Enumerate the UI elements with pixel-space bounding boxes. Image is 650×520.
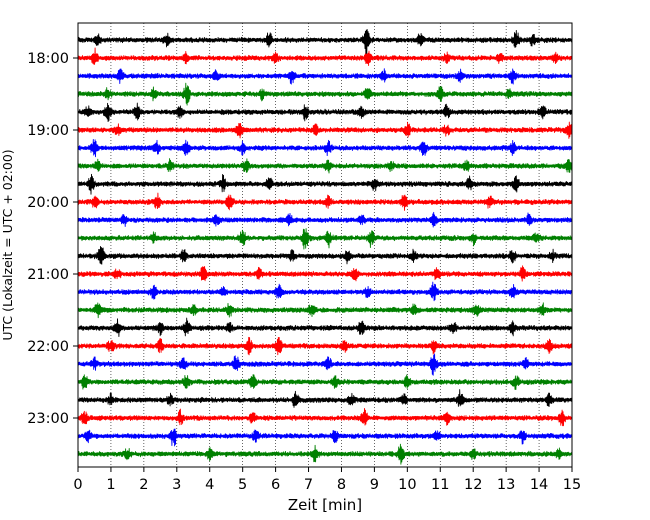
trace-1945 (77, 173, 573, 195)
x-axis-label: Zeit [min] (288, 496, 362, 514)
x-tick-label-0: 0 (73, 477, 82, 493)
trace-2300 (77, 407, 573, 427)
x-tick-label-9: 9 (370, 477, 379, 493)
x-tick-label-6: 6 (271, 477, 280, 493)
trace-2130 (77, 302, 573, 319)
y-tick-label-2300: 23:00 (27, 411, 69, 427)
trace-2115 (77, 281, 573, 302)
trace-2015 (77, 211, 573, 228)
y-tick-label-2200: 22:00 (27, 339, 69, 355)
trace-2230 (77, 374, 573, 390)
x-tick-label-8: 8 (337, 477, 346, 493)
trace-1800 (77, 47, 573, 66)
trace-2030 (77, 228, 573, 250)
trace-2215 (77, 353, 573, 376)
trace-group (77, 29, 573, 465)
x-tick-label-1: 1 (106, 477, 115, 493)
x-tick-label-4: 4 (205, 477, 214, 493)
x-tick-label-11: 11 (431, 477, 449, 493)
trace-1815 (77, 68, 573, 85)
trace-1930 (77, 158, 573, 174)
y-tick-label-1800: 18:00 (27, 51, 69, 67)
trace-1915 (77, 139, 573, 158)
trace-1830 (77, 82, 573, 106)
x-axis-ticks: 0 1 2 3 4 5 6 7 8 9 10 11 12 13 14 15 (73, 467, 581, 493)
trace-2145 (77, 317, 573, 337)
y-tick-label-2000: 20:00 (27, 195, 69, 211)
x-tick-label-3: 3 (172, 477, 181, 493)
x-tick-label-15: 15 (563, 477, 581, 493)
x-tick-label-12: 12 (464, 477, 482, 493)
trace-2200 (77, 336, 573, 356)
x-tick-label-5: 5 (238, 477, 247, 493)
trace-2330 (77, 443, 573, 465)
vertical-grid (110, 23, 540, 467)
y-axis-label: UTC (Lokalzeit = UTC + 02:00) (0, 149, 15, 340)
plot-frame (77, 22, 573, 468)
plot-background (78, 23, 572, 467)
y-tick-label-2100: 21:00 (27, 267, 69, 283)
x-tick-label-7: 7 (304, 477, 313, 493)
trace-2245 (77, 389, 573, 408)
x-tick-label-13: 13 (497, 477, 515, 493)
trace-2100 (77, 265, 573, 282)
x-tick-label-14: 14 (530, 477, 548, 493)
trace-1745 (77, 29, 573, 57)
trace-1845 (77, 102, 573, 123)
trace-2045 (77, 245, 573, 265)
x-tick-label-10: 10 (398, 477, 416, 493)
y-axis-ticks: 18:00 19:00 20:00 21:00 22:00 23:00 (27, 51, 78, 427)
trace-2000 (77, 192, 573, 211)
y-tick-label-1900: 19:00 (27, 123, 69, 139)
trace-2315 (77, 428, 573, 447)
trace-1900 (77, 121, 573, 139)
x-tick-label-2: 2 (139, 477, 148, 493)
